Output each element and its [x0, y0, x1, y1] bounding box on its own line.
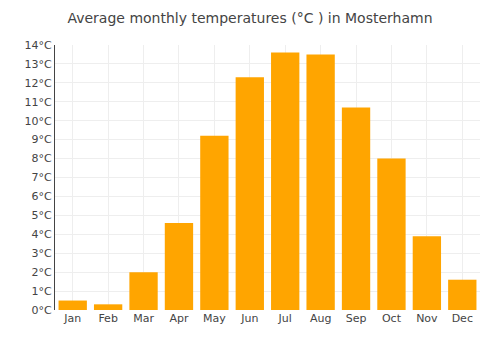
svg-text:Oct: Oct [382, 312, 402, 325]
svg-text:11°C: 11°C [25, 96, 52, 109]
svg-text:4°C: 4°C [32, 228, 52, 241]
svg-text:0°C: 0°C [32, 304, 52, 317]
svg-text:13°C: 13°C [25, 58, 52, 71]
svg-text:12°C: 12°C [25, 77, 52, 90]
svg-text:Sep: Sep [346, 312, 367, 325]
svg-text:Jun: Jun [240, 312, 258, 325]
svg-text:14°C: 14°C [25, 39, 52, 52]
svg-text:7°C: 7°C [32, 171, 52, 184]
svg-text:Average monthly temperatures (: Average monthly temperatures (°C ) in Mo… [67, 10, 432, 26]
svg-text:Feb: Feb [98, 312, 117, 325]
svg-text:3°C: 3°C [32, 247, 52, 260]
svg-text:5°C: 5°C [32, 209, 52, 222]
svg-text:Jul: Jul [278, 312, 292, 325]
svg-text:1°C: 1°C [32, 285, 52, 298]
svg-text:Jan: Jan [63, 312, 81, 325]
svg-text:9°C: 9°C [32, 133, 52, 146]
svg-text:6°C: 6°C [32, 190, 52, 203]
svg-text:May: May [203, 312, 226, 325]
svg-text:10°C: 10°C [25, 115, 52, 128]
svg-text:Nov: Nov [416, 312, 438, 325]
svg-text:8°C: 8°C [32, 152, 52, 165]
svg-text:Mar: Mar [133, 312, 154, 325]
svg-text:Apr: Apr [169, 312, 189, 325]
svg-text:Dec: Dec [452, 312, 473, 325]
svg-text:Aug: Aug [310, 312, 331, 325]
svg-text:2°C: 2°C [32, 266, 52, 279]
